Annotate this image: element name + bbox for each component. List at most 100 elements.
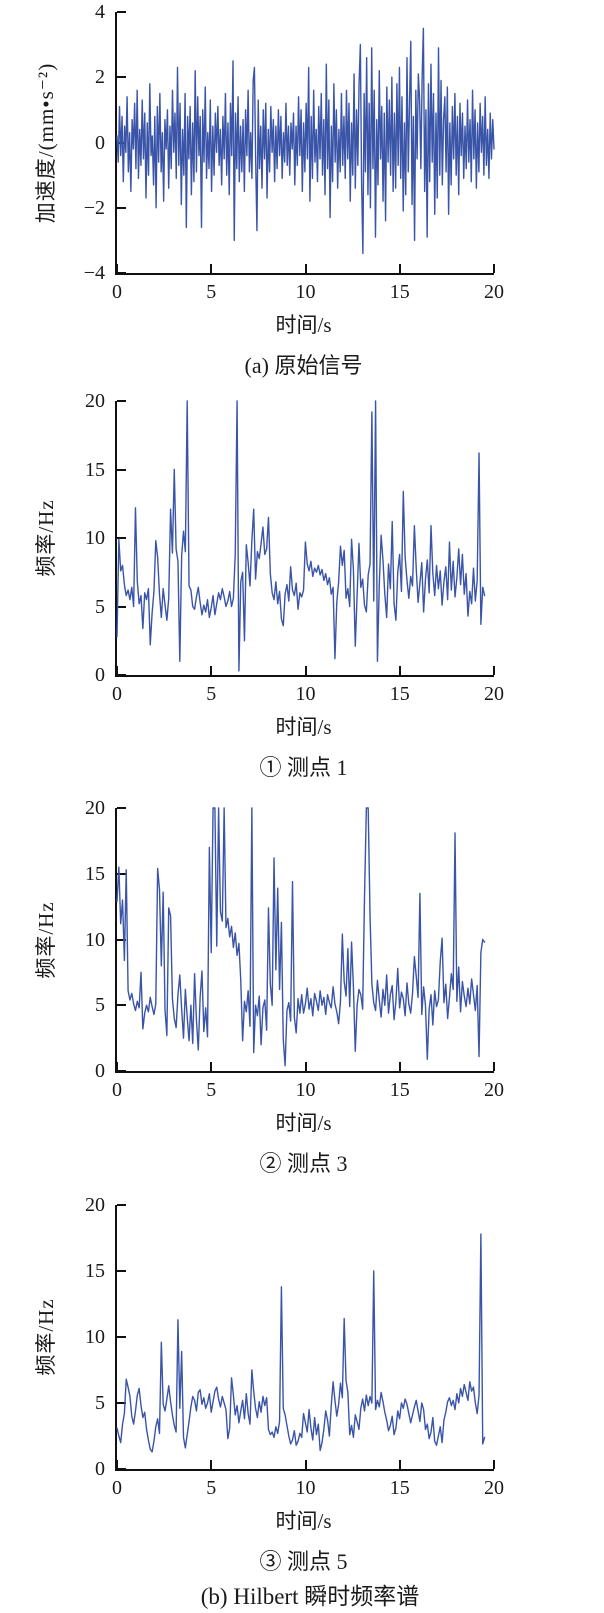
x-tick-mark — [210, 1460, 213, 1469]
signal-line — [117, 808, 485, 1066]
y-tick-mark — [117, 468, 126, 471]
x-tick-mark — [493, 1460, 495, 1469]
y-tick-label: 0 — [95, 131, 105, 154]
x-tick-label: 20 — [484, 281, 504, 303]
y-tick-label: 15 — [85, 1260, 105, 1282]
x-tick-label: 5 — [206, 1079, 217, 1101]
x-tick-label: 0 — [112, 1477, 122, 1499]
y-tick-label: 0 — [95, 1458, 105, 1480]
y-tick-mark — [117, 674, 126, 676]
signal-line — [117, 401, 485, 671]
y-tick-mark — [117, 1402, 126, 1404]
plot-area-point-1: 频率/Hz 0 5 10 15 20 0 5 10 15 20 — [34, 391, 504, 704]
chart-caption-point-1: ① 测点 1 — [259, 755, 348, 780]
y-tick-mark — [117, 1004, 126, 1007]
x-tick-label: 20 — [484, 683, 504, 705]
x-tick-mark — [398, 1062, 401, 1071]
plot-area-original-signal: 加速度/(mm•s⁻²) −4 −2 0 2 4 0 5 10 15 20 — [34, 2, 504, 302]
y-tick-label: −4 — [83, 262, 105, 284]
x-tick-label: 15 — [389, 1477, 410, 1499]
y-tick-label: 20 — [85, 797, 105, 819]
x-axis-label: 时间/s — [275, 1509, 332, 1533]
x-tick-label: 0 — [112, 281, 122, 303]
y-tick-label: 2 — [95, 66, 105, 89]
x-tick-mark — [493, 264, 495, 273]
x-tick-mark — [116, 1062, 118, 1071]
x-tick-label: 15 — [389, 683, 410, 705]
y-tick-label: 10 — [85, 1326, 105, 1348]
y-tick-label: 5 — [95, 595, 105, 618]
x-axis-label: 时间/s — [275, 715, 332, 739]
x-axis-label: 时间/s — [275, 1111, 332, 1135]
y-tick-mark — [117, 1204, 126, 1206]
x-axis-label: 时间/s — [275, 313, 332, 337]
x-tick-mark — [116, 1460, 118, 1469]
y-tick-mark — [117, 272, 126, 274]
y-tick-mark — [117, 537, 126, 539]
x-tick-mark — [116, 666, 118, 675]
plot-area-point-3: 频率/Hz 0 5 10 15 20 0 5 10 15 20 — [34, 798, 504, 1100]
chart-caption-point-5: ③ 测点 5 — [259, 1549, 348, 1574]
y-tick-mark — [117, 605, 126, 608]
y-tick-label: 15 — [85, 862, 105, 885]
chart-caption-a: (a) 原始信号 — [244, 353, 363, 378]
y-tick-label: 0 — [95, 1060, 105, 1082]
x-tick-mark — [493, 1062, 495, 1071]
y-tick-mark — [117, 938, 126, 941]
y-tick-mark — [117, 872, 126, 875]
x-tick-label: 5 — [206, 683, 217, 705]
y-tick-mark — [117, 76, 126, 79]
chart-original-signal: 加速度/(mm•s⁻²) −4 −2 0 2 4 0 5 10 15 20 时间/s (a) 原始… — [0, 2, 604, 381]
y-tick-mark — [117, 1070, 126, 1072]
x-tick-label: 15 — [389, 281, 410, 303]
x-tick-mark — [210, 666, 213, 675]
x-tick-mark — [210, 264, 213, 273]
x-tick-label: 10 — [295, 683, 316, 705]
x-tick-mark — [398, 1460, 401, 1469]
y-tick-mark — [117, 400, 126, 402]
x-tick-label: 20 — [484, 1477, 504, 1499]
chart-caption-point-3: ② 测点 3 — [259, 1151, 348, 1176]
y-tick-label: 10 — [85, 527, 105, 549]
x-tick-mark — [398, 264, 401, 273]
y-tick-label: 20 — [85, 390, 105, 412]
y-tick-mark — [117, 1468, 126, 1470]
signal-line — [117, 1234, 485, 1452]
x-tick-label: 5 — [206, 1477, 217, 1499]
y-tick-mark — [117, 1270, 126, 1272]
y-tick-label: 0 — [95, 664, 105, 686]
y-tick-label: −2 — [83, 196, 105, 219]
x-tick-label: 15 — [389, 1079, 410, 1101]
chart-point-1: 频率/Hz 0 5 10 15 20 0 5 10 15 20 时间/s ① 测点 1 — [0, 391, 604, 783]
x-tick-label: 10 — [295, 281, 316, 303]
x-tick-label: 10 — [295, 1477, 316, 1499]
y-tick-label: 5 — [95, 994, 105, 1017]
y-tick-label: 20 — [85, 1194, 105, 1216]
y-tick-label: 15 — [85, 458, 105, 481]
x-tick-mark — [116, 264, 118, 273]
x-tick-label: 20 — [484, 1079, 504, 1101]
x-tick-mark — [210, 1062, 213, 1071]
y-tick-mark — [117, 807, 126, 809]
x-tick-label: 0 — [112, 683, 122, 705]
x-tick-mark — [398, 666, 401, 675]
y-tick-mark — [117, 1336, 126, 1338]
x-tick-label: 5 — [206, 281, 217, 303]
signal-line — [117, 28, 494, 253]
y-tick-mark — [117, 206, 126, 209]
x-tick-mark — [304, 1460, 307, 1469]
x-tick-mark — [304, 1062, 307, 1071]
x-tick-mark — [493, 666, 495, 675]
x-tick-mark — [304, 666, 307, 675]
y-tick-mark — [117, 11, 126, 13]
x-tick-label: 0 — [112, 1079, 122, 1101]
plot-area-point-5: 频率/Hz 0 5 10 15 20 0 5 10 15 20 — [34, 1195, 504, 1498]
x-tick-label: 10 — [295, 1079, 316, 1101]
chart-point-5: 频率/Hz 0 5 10 15 20 0 5 10 15 20 时间/s ③ 测点 5 — [0, 1195, 604, 1577]
figure-group-caption: (b) Hilbert 瞬时频率谱 — [200, 1584, 420, 1609]
y-tick-label: 10 — [85, 928, 105, 951]
y-tick-label: 5 — [95, 1392, 105, 1414]
y-tick-label: 4 — [95, 1, 105, 23]
x-tick-mark — [304, 264, 307, 273]
